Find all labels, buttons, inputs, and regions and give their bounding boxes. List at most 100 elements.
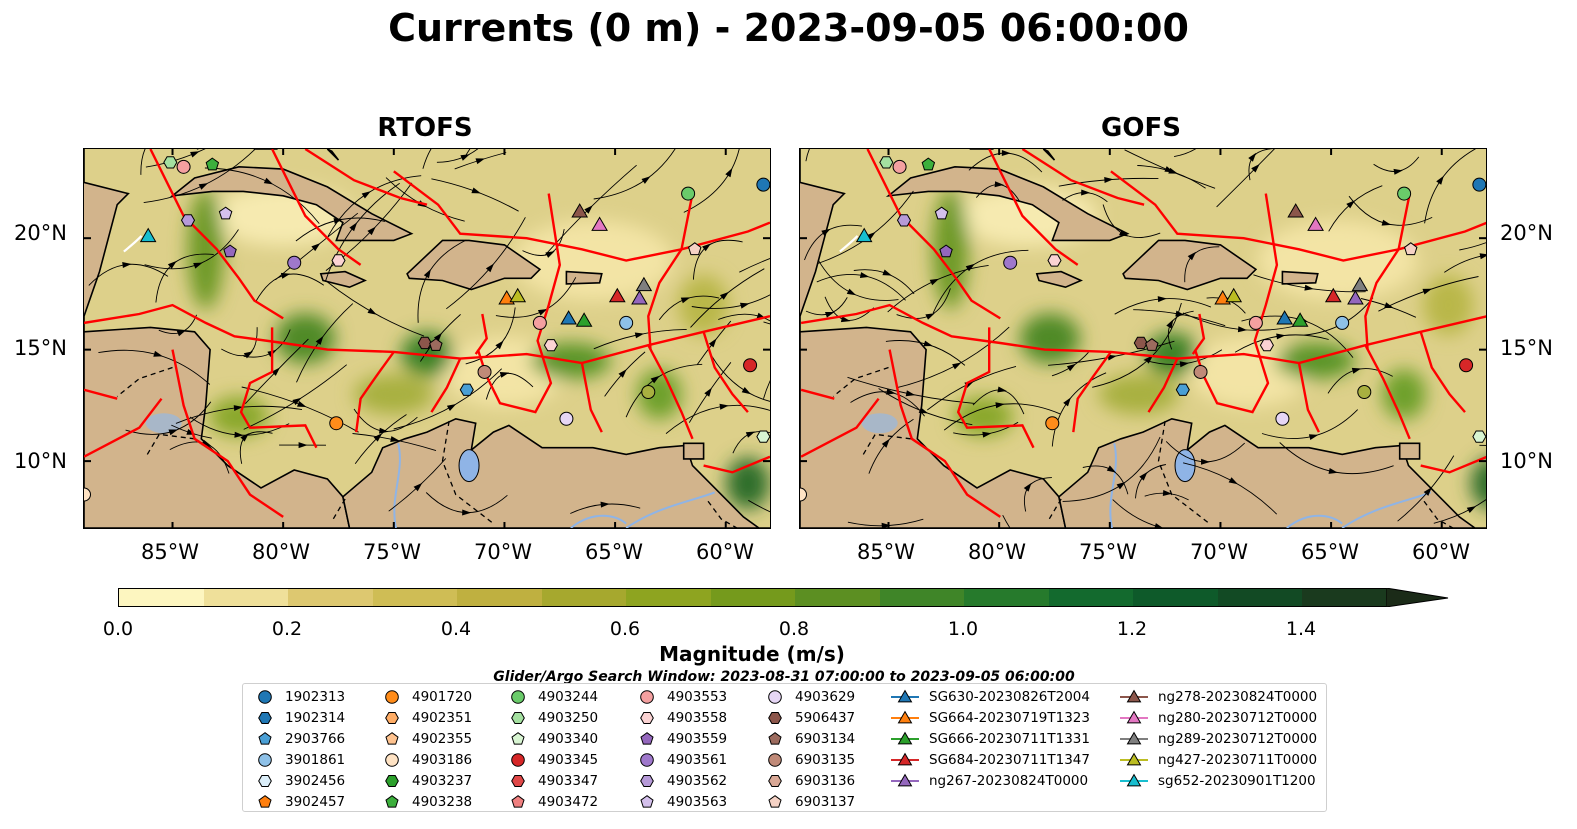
map-rtofs bbox=[83, 148, 771, 529]
x-tick-left-70w: 70°W bbox=[474, 540, 532, 564]
legend-item: ng278-20230824T0000 bbox=[1120, 687, 1317, 707]
legend-label: 4903472 bbox=[538, 794, 599, 810]
legend-item: SG666-20230711T1331 bbox=[891, 729, 1090, 749]
argo-marker-icon bbox=[768, 712, 782, 724]
argo-marker-icon bbox=[385, 732, 399, 745]
legend-label: 4902355 bbox=[412, 731, 473, 747]
legend-label: 4903629 bbox=[795, 689, 856, 705]
colorbar bbox=[118, 588, 1388, 607]
argo-marker-icon bbox=[511, 775, 525, 787]
y-tick-left-10n: 10°N bbox=[14, 449, 67, 473]
panel-title-gofs: GOFS bbox=[1101, 113, 1181, 143]
legend-item: 6903135 bbox=[765, 750, 855, 770]
legend-label: SG630-20230826T2004 bbox=[929, 689, 1090, 705]
y-tick-right-20n: 20°N bbox=[1500, 221, 1553, 245]
x-tick-left-65w: 65°W bbox=[585, 540, 643, 564]
legend-item: ng280-20230712T0000 bbox=[1120, 708, 1317, 728]
colorbar-tick: 0.2 bbox=[271, 618, 303, 640]
colorbar-segment bbox=[1048, 589, 1134, 606]
legend-label: 4901720 bbox=[412, 689, 473, 705]
colorbar-segment bbox=[119, 589, 204, 606]
argo-marker-icon bbox=[385, 712, 399, 724]
colorbar-tick: 0.4 bbox=[440, 618, 472, 640]
legend-item: 4903186 bbox=[382, 750, 472, 770]
legend-label: 4903347 bbox=[538, 773, 599, 789]
legend-title: Glider/Argo Search Window: 2023-08-31 07… bbox=[493, 669, 1075, 685]
colorbar-segment bbox=[541, 589, 627, 606]
legend-label: 4903553 bbox=[667, 689, 728, 705]
legend-label: 2903766 bbox=[285, 731, 346, 747]
map-gofs bbox=[799, 148, 1487, 529]
y-tick-right-15n: 15°N bbox=[1500, 336, 1553, 360]
legend-label: 6903137 bbox=[795, 794, 856, 810]
glider-marker-icon bbox=[1120, 752, 1148, 766]
glider-marker-icon bbox=[1120, 710, 1148, 724]
legend-label: ng427-20230711T0000 bbox=[1158, 752, 1318, 768]
legend-label: 4903345 bbox=[538, 752, 599, 768]
x-tick-left-60w: 60°W bbox=[696, 540, 754, 564]
legend-item: 4902351 bbox=[382, 708, 472, 728]
argo-marker-icon bbox=[640, 795, 654, 808]
legend-item: ng427-20230711T0000 bbox=[1120, 750, 1317, 770]
legend-item: 4903561 bbox=[637, 750, 727, 770]
argo-marker-icon bbox=[258, 732, 272, 745]
colorbar-segment bbox=[1133, 589, 1218, 606]
legend-label: 4903562 bbox=[667, 773, 728, 789]
legend-label: 4903558 bbox=[667, 710, 728, 726]
legend-label: SG684-20230711T1347 bbox=[929, 752, 1090, 768]
legend-item: SG664-20230719T1323 bbox=[891, 708, 1090, 728]
colorbar-segment bbox=[288, 589, 373, 606]
legend-item: ng289-20230712T0000 bbox=[1120, 729, 1317, 749]
legend-item: 4903250 bbox=[508, 708, 598, 728]
colorbar-tick: 0.0 bbox=[102, 618, 134, 640]
glider-marker-icon bbox=[891, 731, 919, 745]
legend-item: 1902313 bbox=[255, 687, 345, 707]
legend-label: 4903237 bbox=[412, 773, 473, 789]
argo-marker-icon bbox=[768, 775, 782, 787]
panel-title-rtofs: RTOFS bbox=[377, 113, 473, 143]
colorbar-segment bbox=[1302, 589, 1387, 606]
colorbar-tick: 1.4 bbox=[1285, 618, 1317, 640]
legend-label: SG666-20230711T1331 bbox=[929, 731, 1090, 747]
legend-label: ng278-20230824T0000 bbox=[1158, 689, 1318, 705]
legend-item: 4903553 bbox=[637, 687, 727, 707]
figure-title: Currents (0 m) - 2023-09-05 06:00:00 bbox=[388, 6, 1189, 50]
argo-marker-icon bbox=[385, 775, 399, 787]
colorbar-segment bbox=[710, 589, 796, 606]
legend-item: 6903136 bbox=[765, 771, 855, 791]
legend-label: 3901861 bbox=[285, 752, 346, 768]
x-tick-left-75w: 75°W bbox=[363, 540, 421, 564]
legend-item: SG684-20230711T1347 bbox=[891, 750, 1090, 770]
argo-marker-icon bbox=[640, 690, 654, 704]
glider-marker-icon bbox=[1120, 731, 1148, 745]
argo-marker-icon bbox=[385, 795, 399, 808]
legend-label: 3902457 bbox=[285, 794, 346, 810]
x-tick-left-85w: 85°W bbox=[141, 540, 199, 564]
legend-label: SG664-20230719T1323 bbox=[929, 710, 1090, 726]
x-tick-right-85w: 85°W bbox=[857, 540, 915, 564]
argo-marker-icon bbox=[258, 775, 272, 787]
argo-marker-icon bbox=[768, 690, 782, 704]
argo-marker-icon bbox=[768, 795, 782, 808]
legend-label: sg652-20230901T1200 bbox=[1158, 773, 1316, 789]
x-tick-right-75w: 75°W bbox=[1079, 540, 1137, 564]
glider-marker-icon bbox=[891, 752, 919, 766]
legend-item: 4903563 bbox=[637, 792, 727, 812]
legend-item: 4903238 bbox=[382, 792, 472, 812]
y-tick-left-20n: 20°N bbox=[14, 221, 67, 245]
x-tick-right-65w: 65°W bbox=[1301, 540, 1359, 564]
legend-item: 4903345 bbox=[508, 750, 598, 770]
glider-marker-icon bbox=[891, 710, 919, 724]
legend-label: 4903340 bbox=[538, 731, 599, 747]
legend-item: sg652-20230901T1200 bbox=[1120, 771, 1316, 791]
colorbar-tick: 0.6 bbox=[609, 618, 641, 640]
legend-label: 6903134 bbox=[795, 731, 856, 747]
argo-marker-icon bbox=[640, 732, 654, 745]
legend-item: 4901720 bbox=[382, 687, 472, 707]
legend-label: ng267-20230824T0000 bbox=[929, 773, 1089, 789]
legend-item: 1902314 bbox=[255, 708, 345, 728]
legend-label: 3902456 bbox=[285, 773, 346, 789]
argo-marker-icon bbox=[511, 690, 525, 704]
legend-item: 4903629 bbox=[765, 687, 855, 707]
x-tick-right-80w: 80°W bbox=[968, 540, 1026, 564]
